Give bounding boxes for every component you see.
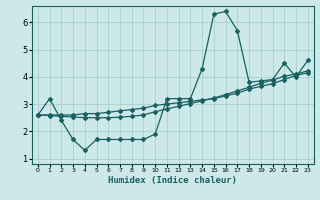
X-axis label: Humidex (Indice chaleur): Humidex (Indice chaleur)	[108, 176, 237, 185]
